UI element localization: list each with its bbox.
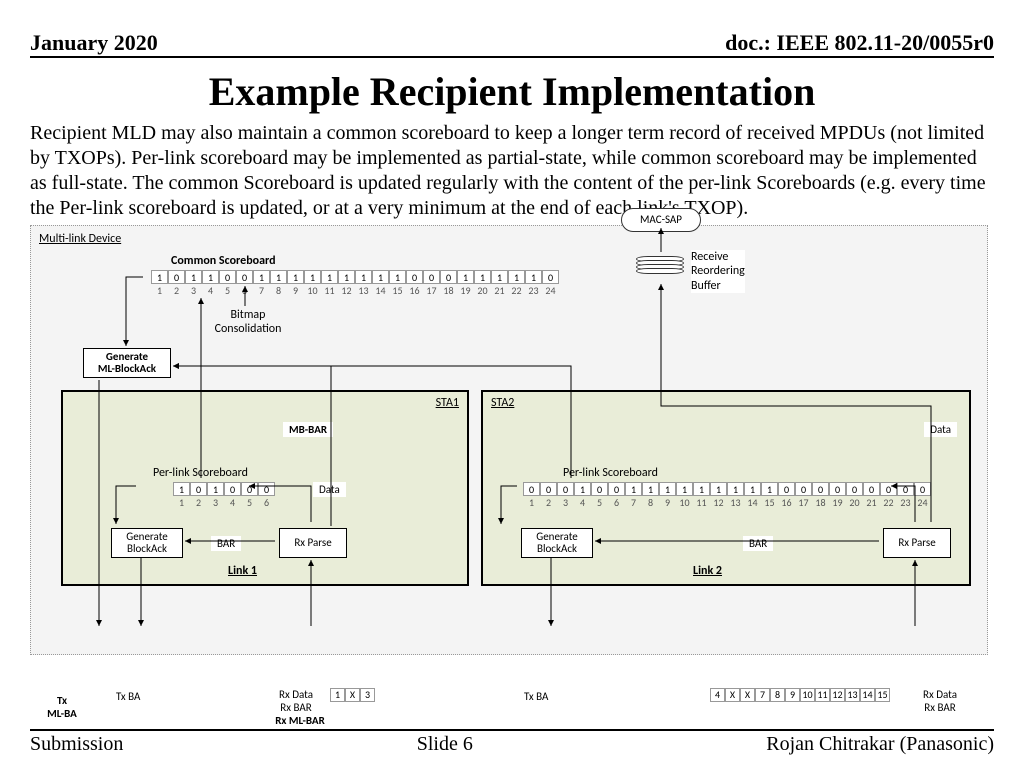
sta1-mb-bar: MB-BAR bbox=[283, 422, 333, 437]
sta1-bar: BAR bbox=[211, 536, 241, 551]
sta1-panel: STA1 MB-BAR Per-link Scoreboard 101000 1… bbox=[61, 390, 469, 586]
sta2-perlink-idx: 123456789101112131415161718192021222324 bbox=[523, 496, 931, 509]
footer: Submission Slide 6 Rojan Chitrakar (Pana… bbox=[30, 729, 994, 756]
sta1-rx-labels: Rx DataRx BAR bbox=[266, 688, 326, 714]
sta2-perlink-bits: 000100111111111000000000 bbox=[523, 482, 931, 496]
sta1-perlink-idx: 123456 bbox=[173, 496, 275, 509]
page-title: Example Recipient Implementation bbox=[30, 68, 994, 115]
sta2-panel: STA2 Data Per-link Scoreboard 0001001111… bbox=[481, 390, 971, 586]
reorder-buffer-label: Receive Reordering Buffer bbox=[691, 250, 745, 293]
mld-label: Multi-link Device bbox=[39, 232, 121, 246]
sta2-data-label: Data bbox=[924, 422, 957, 437]
common-scoreboard-idx: 123456789101112131415161718192021222324 bbox=[151, 284, 559, 297]
common-scoreboard-title: Common Scoreboard bbox=[171, 254, 276, 268]
sta2-seq: 4XX789101112131415 bbox=[710, 688, 890, 702]
sta2-label: STA2 bbox=[491, 396, 514, 410]
sta2-tx-ba: Tx BA bbox=[524, 690, 548, 703]
header: January 2020 doc.: IEEE 802.11-20/0055r0 bbox=[30, 30, 994, 58]
sta1-data-label: Data bbox=[313, 482, 346, 497]
sta1-seq: 1X3 bbox=[330, 688, 375, 702]
sta1-rx-parse: Rx Parse bbox=[279, 528, 347, 558]
sta2-rx-labels: Rx DataRx BAR bbox=[910, 688, 970, 714]
sta2-rx-parse: Rx Parse bbox=[883, 528, 951, 558]
common-scoreboard-bits: 101100111111111000111110 bbox=[151, 270, 559, 284]
mac-sap: MAC-SAP bbox=[621, 208, 701, 232]
footer-right: Rojan Chitrakar (Panasonic) bbox=[766, 733, 994, 756]
sta1-link-label: Link 1 bbox=[228, 564, 257, 578]
header-date: January 2020 bbox=[30, 30, 158, 56]
sta2-link-label: Link 2 bbox=[693, 564, 722, 578]
sta1-generate-blockack: GenerateBlockAck bbox=[111, 528, 183, 558]
bitmap-consolidation-note: BitmapConsolidation bbox=[203, 308, 293, 336]
sta2-generate-blockack: GenerateBlockAck bbox=[521, 528, 593, 558]
sta2-bar: BAR bbox=[743, 536, 773, 551]
sta1-label: STA1 bbox=[436, 396, 459, 410]
header-doc: doc.: IEEE 802.11-20/0055r0 bbox=[725, 30, 994, 56]
sta2-perlink-title: Per-link Scoreboard bbox=[563, 466, 658, 480]
generate-ml-blockack: GenerateML-BlockAck bbox=[83, 348, 171, 378]
diagram: Multi-link Device MAC-SAP Receive Reorde… bbox=[30, 225, 988, 655]
sta1-perlink-title: Per-link Scoreboard bbox=[153, 466, 248, 480]
tx-ml-ba-label: TxML-BA bbox=[30, 694, 94, 720]
footer-left: Submission bbox=[30, 733, 123, 756]
sta1-tx-ba: Tx BA bbox=[116, 690, 140, 703]
rx-ml-bar: Rx ML-BAR bbox=[260, 714, 340, 727]
sta1-perlink-bits: 101000 bbox=[173, 482, 275, 496]
reorder-buffer-icon bbox=[636, 256, 684, 272]
footer-mid: Slide 6 bbox=[417, 733, 473, 756]
body-paragraph: Recipient MLD may also maintain a common… bbox=[30, 121, 994, 221]
